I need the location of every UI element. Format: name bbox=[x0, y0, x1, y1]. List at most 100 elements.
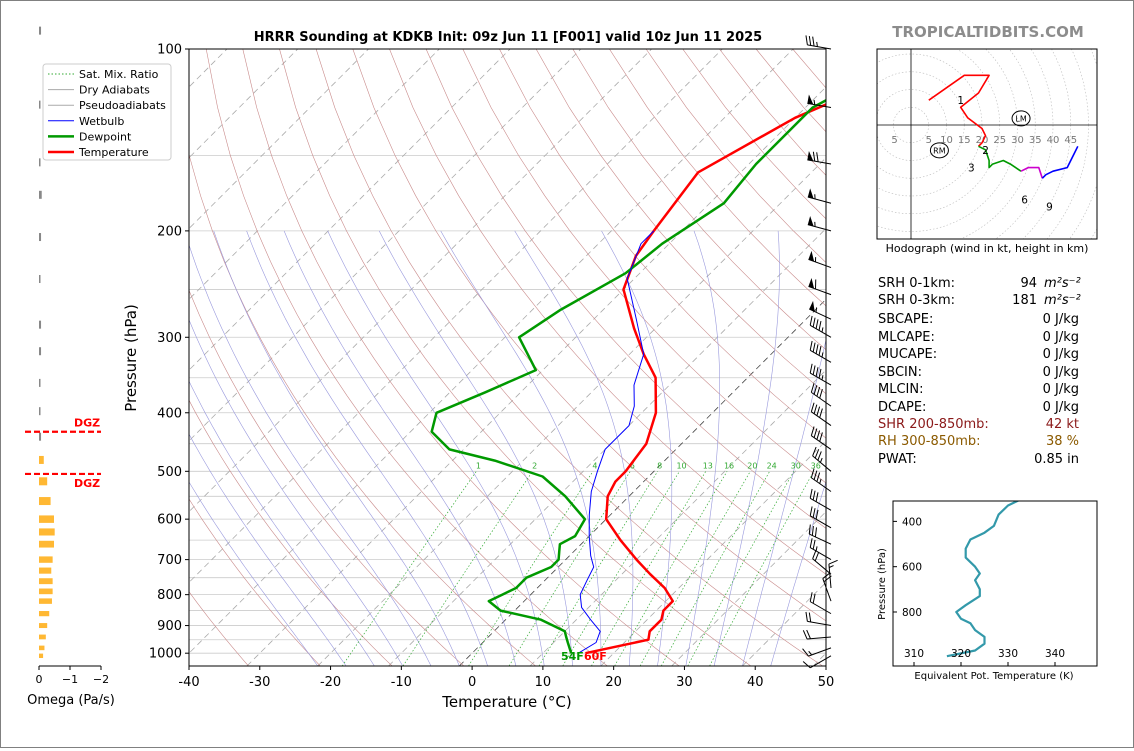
wind-barb bbox=[807, 95, 831, 108]
pseudoadiabat-line bbox=[515, 231, 633, 666]
omega-bar bbox=[39, 654, 43, 658]
dry-adiabat-line bbox=[316, 49, 823, 666]
omega-bar bbox=[39, 456, 44, 464]
omega-tick-label: 0 bbox=[36, 673, 43, 686]
theta-e-xlabel: Equivalent Pot. Temperature (K) bbox=[914, 671, 1073, 682]
wind-barb-shaft bbox=[807, 160, 831, 164]
wind-barb-flag bbox=[817, 387, 820, 396]
legend-label-wetbulb: Wetbulb bbox=[79, 115, 124, 128]
surface-dewpoint-label: 54F bbox=[561, 650, 584, 663]
theta-e-y-tick-label: 600 bbox=[902, 562, 922, 574]
wind-barb bbox=[808, 251, 831, 268]
omega-bar bbox=[39, 528, 55, 535]
omega-bar bbox=[39, 635, 46, 640]
theta-e-y-tick-label: 400 bbox=[902, 516, 922, 528]
legend-label-dewpoint: Dewpoint bbox=[79, 130, 132, 143]
wind-barb bbox=[803, 630, 831, 639]
watermark: TROPICALTIDBITS.COM bbox=[892, 23, 1084, 41]
wind-barb-flag bbox=[810, 316, 812, 325]
wind-barb-flag bbox=[819, 321, 821, 330]
wind-barb-flag bbox=[813, 318, 815, 327]
mixing-ratio-line bbox=[563, 471, 680, 666]
omega-bar bbox=[39, 589, 53, 595]
y-tick-label: 700 bbox=[157, 553, 182, 568]
legend-label-pseudo: Pseudoadiabats bbox=[79, 99, 166, 112]
wind-barb-flag bbox=[810, 538, 812, 547]
omega-bar bbox=[39, 497, 51, 505]
mixing-ratio-label: 20 bbox=[747, 461, 757, 470]
hodograph-ring-label: 15 bbox=[958, 135, 971, 146]
theta-e-x-tick-label: 320 bbox=[951, 648, 971, 660]
hodograph-ring-label: 30 bbox=[1011, 135, 1024, 146]
wind-barb-half-flag bbox=[817, 42, 818, 47]
pseudoadiabat-line bbox=[284, 231, 516, 666]
wind-barb bbox=[803, 648, 831, 656]
wind-barb-flag bbox=[817, 152, 818, 161]
omega-xlabel: Omega (Pa/s) bbox=[27, 693, 115, 708]
wind-barb-shaft bbox=[810, 325, 831, 337]
y-tick-label: 500 bbox=[157, 465, 182, 480]
surface-temperature-label: 60F bbox=[584, 650, 607, 663]
wind-barb-flag bbox=[819, 369, 821, 378]
wind-barb bbox=[823, 573, 832, 601]
legend-label-dry: Dry Adiabats bbox=[79, 84, 150, 97]
omega-bar bbox=[39, 407, 41, 415]
x-tick-label: 40 bbox=[747, 675, 764, 690]
isotherm-line bbox=[247, 49, 864, 666]
wind-barb-flag bbox=[806, 612, 807, 621]
wind-barb-flag bbox=[813, 152, 814, 161]
wind-barb-flag bbox=[816, 319, 818, 328]
wind-barb bbox=[813, 550, 831, 574]
x-tick-label: 10 bbox=[535, 675, 552, 690]
param-unit-srh03: m²s⁻² bbox=[1044, 293, 1081, 308]
param-value-mlcin: 0 J/kg bbox=[1043, 382, 1079, 397]
param-label-srh03: SRH 0-3km: bbox=[878, 293, 955, 308]
wind-barb-flag bbox=[817, 407, 820, 416]
pseudoadiabat-line bbox=[158, 231, 403, 666]
wind-barb-half-flag bbox=[814, 100, 815, 105]
wind-barb-flag bbox=[807, 630, 811, 639]
dry-adiabat-line bbox=[280, 49, 751, 666]
wind-barb-flag bbox=[810, 489, 812, 498]
x-tick-label: -10 bbox=[391, 675, 412, 690]
chart-title: HRRR Sounding at KDKB Init: 09z Jun 11 [… bbox=[254, 30, 762, 45]
omega-bar bbox=[39, 433, 41, 441]
y-tick-label: 600 bbox=[157, 513, 182, 528]
y-tick-label: 1000 bbox=[149, 647, 182, 662]
hodograph-ring-label: 40 bbox=[1047, 135, 1060, 146]
pseudoadiabat-line bbox=[214, 231, 460, 666]
dry-adiabat-line bbox=[353, 49, 895, 666]
wind-barb-flag bbox=[803, 649, 809, 656]
mixing-ratio-label: 2 bbox=[532, 461, 537, 470]
mixing-ratio-line bbox=[710, 471, 814, 666]
wind-barb bbox=[810, 341, 831, 362]
wind-barb-flag bbox=[810, 341, 812, 350]
wind-barb-pennant bbox=[807, 151, 813, 161]
wind-barb-flag bbox=[810, 364, 812, 373]
omega-bar bbox=[39, 27, 41, 35]
omega-tick-label: −1 bbox=[62, 673, 78, 686]
wind-barb-half-flag bbox=[829, 566, 833, 568]
wind-barb bbox=[810, 364, 831, 385]
mixing-ratio-label: 30 bbox=[791, 461, 801, 470]
param-value-srh01: 94 bbox=[1020, 276, 1037, 291]
y-tick-label: 900 bbox=[157, 619, 182, 634]
wind-barb-half-flag bbox=[820, 458, 822, 462]
skew-t-frame bbox=[189, 49, 826, 666]
wind-barb-pennant bbox=[808, 188, 814, 198]
hodograph-ring-label: 5 bbox=[891, 135, 897, 146]
x-tick-label: 50 bbox=[818, 675, 835, 690]
y-tick-label: 300 bbox=[157, 331, 182, 346]
pseudoadiabat-line bbox=[379, 231, 572, 666]
wind-barb-pennant bbox=[807, 95, 813, 105]
param-label-dcape: DCAPE: bbox=[878, 400, 926, 415]
mixing-ratio-label: 36 bbox=[811, 461, 821, 470]
pseudoadiabat-line bbox=[328, 231, 545, 666]
param-label-mlcin: MLCIN: bbox=[878, 382, 923, 397]
hodograph-height-label: 9 bbox=[1046, 202, 1053, 214]
x-tick-label: 30 bbox=[676, 675, 693, 690]
wind-barb-flag bbox=[813, 540, 815, 549]
isotherm-line bbox=[176, 49, 793, 666]
wind-barb-flag bbox=[818, 451, 821, 460]
